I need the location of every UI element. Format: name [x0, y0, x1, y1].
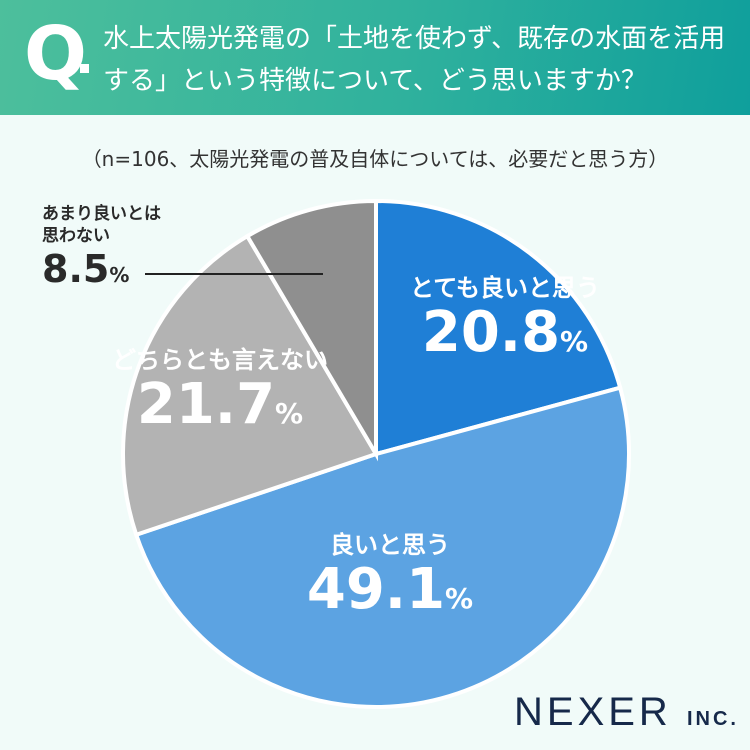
- label-value: 20.8%: [421, 300, 589, 365]
- label-category: とても良いと思う: [409, 274, 601, 302]
- sample-note: （n=106、太陽光発電の普及自体については、必要だと思う方）: [81, 147, 669, 171]
- slice-very-good: [374, 198, 623, 457]
- label-category: 良いと思う: [330, 531, 450, 559]
- question-text: 水上太陽光発電の「土地を使わず、既存の水面を活用する」という特徴について、どう思…: [103, 24, 726, 96]
- label-value: 21.7%: [136, 372, 304, 437]
- slice-not-good: [244, 198, 378, 462]
- label-good: 良いと思う 49.1%: [250, 525, 530, 629]
- label-very-good: とても良いと思う 20.8%: [380, 268, 630, 372]
- q-mark: Q: [24, 11, 87, 97]
- slice-neutral: [121, 233, 379, 538]
- label-value: 49.1%: [306, 557, 474, 622]
- label-category: どちらとも言えない: [112, 346, 328, 374]
- label-not-good: あまり良いとは思わない 8.5%: [42, 203, 182, 297]
- q-dot: [80, 64, 89, 73]
- label-neutral: どちらとも言えない 21.7%: [80, 340, 360, 444]
- slice-good: [133, 385, 631, 709]
- label-category: あまり良いとは思わない: [42, 204, 161, 246]
- label-value: 8.5%: [42, 247, 130, 291]
- nexer-logo: NEXER INC.: [514, 690, 739, 734]
- question-header: Q 水上太陽光発電の「土地を使わず、既存の水面を活用する」という特徴について、ど…: [0, 0, 750, 115]
